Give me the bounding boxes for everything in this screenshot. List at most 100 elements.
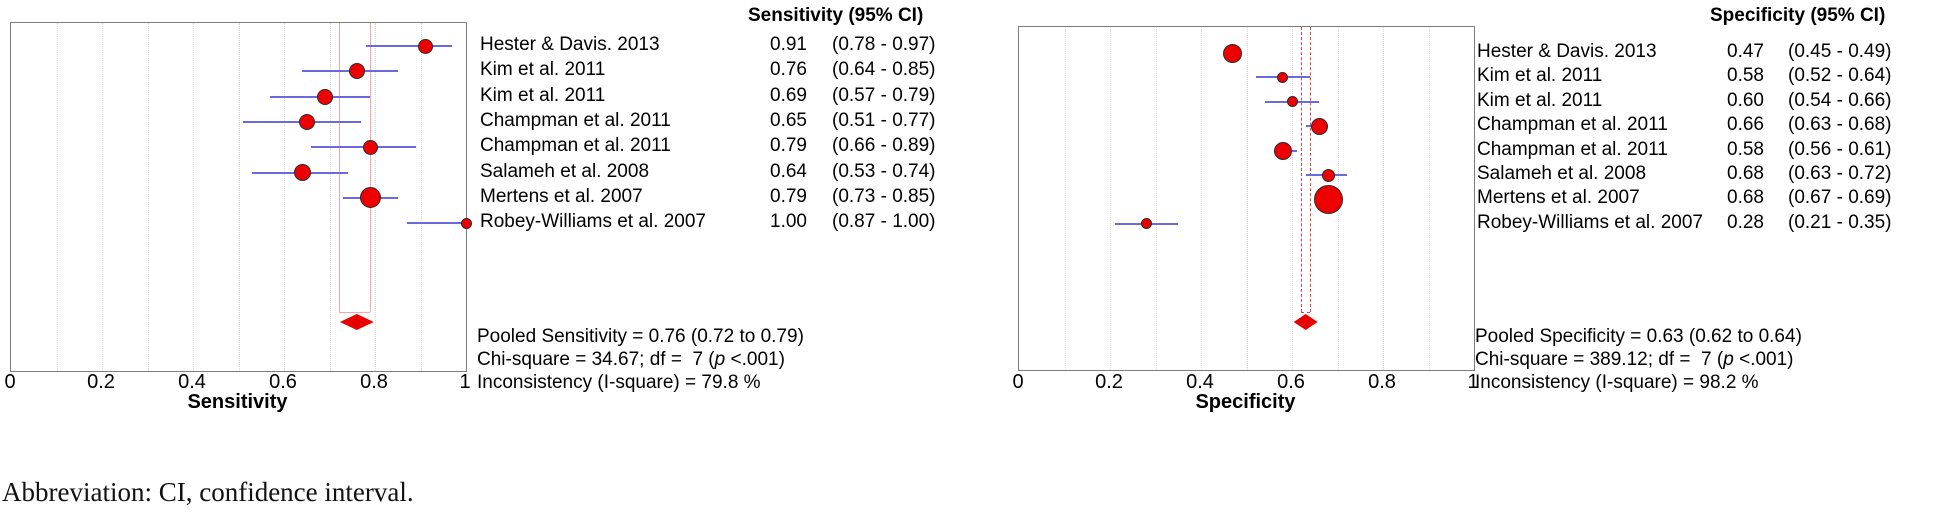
study-point [417,38,433,54]
study-ci-line [406,222,466,225]
study-ci-text: (0.64 - 0.85) [832,59,936,81]
gridline [193,23,194,371]
study-point [1140,218,1152,230]
study-ci-text: (0.63 - 0.68) [1788,114,1892,136]
abbreviation-note: Abbreviation: CI, confidence interval. [2,477,414,507]
pooled-diamond [1293,314,1318,330]
gridline [284,23,285,371]
x-tick-label: 0.4 [178,371,206,393]
gridline [147,23,149,371]
study-row: Hester & Davis. 2013 0.47 (0.45 - 0.49) [1477,40,1928,64]
pooled-ci-line [370,23,372,312]
specificity-pooled-stats: Pooled Specificity = 0.63 (0.62 to 0.64)… [1475,325,1802,394]
study-label: Kim et al. 2011 [1477,65,1603,87]
study-row: Champman et al. 2011 0.65 (0.51 - 0.77) [480,109,972,133]
study-row: Kim et al. 2011 0.60 (0.54 - 0.66) [1477,89,1928,113]
study-point [359,187,381,209]
study-label: Champman et al. 2011 [1477,138,1668,160]
chi-square-line: Chi-square = 34.67; df = 7 (p <.001) [477,348,804,371]
study-estimate: 0.65 [770,109,807,131]
study-estimate: 0.79 [770,135,807,157]
study-ci-text: (0.67 - 0.69) [1788,187,1892,209]
study-ci-text: (0.57 - 0.79) [832,84,936,106]
study-row: Hester & Davis. 2013 0.91 (0.78 - 0.97) [480,33,972,57]
study-ci-text: (0.66 - 0.89) [832,135,936,157]
study-point [1321,168,1335,182]
study-label: Champman et al. 2011 [480,109,671,131]
study-estimate: 0.60 [1727,89,1764,111]
study-estimate: 0.66 [1727,114,1764,136]
gridline [238,23,240,371]
specificity-forest-plot [1018,26,1475,371]
study-row: Champman et al. 2011 0.79 (0.66 - 0.89) [480,134,972,158]
gridline [1201,27,1202,370]
study-label: Robey-Williams et al. 2007 [1477,211,1703,233]
study-label: Salameh et al. 2008 [1477,163,1647,184]
pooled-ci-line [1301,27,1303,312]
study-point [293,164,311,181]
pooled-ci-connector [1301,312,1311,313]
study-ci-text: (0.51 - 0.77) [832,109,936,131]
x-tick-label: 0 [1012,371,1024,393]
study-label: Kim et al. 2011 [1477,89,1603,111]
study-ci-text: (0.21 - 0.35) [1788,211,1892,233]
study-point [362,139,378,155]
study-label: Hester & Davis. 2013 [480,34,660,55]
inconsistency-line: Inconsistency (I-square) = 79.8 % [477,372,761,393]
study-row: Champman et al. 2011 0.58 (0.56 - 0.61) [1477,138,1928,162]
p-symbol: p [714,349,726,370]
sensitivity-axis-label: Sensitivity [187,391,288,413]
study-ci-text: (0.54 - 0.66) [1788,89,1892,111]
chi-square-text: Chi-square = 34.67; df = 7 ( [477,349,715,370]
study-label: Mertens et al. 2007 [1477,187,1640,209]
study-row: Kim et al. 2011 0.58 (0.52 - 0.64) [1477,64,1928,88]
pooled-diamond [339,314,374,330]
study-point [298,113,315,130]
study-label: Kim et al. 2011 [480,84,606,106]
pooled-ci-connector [338,312,371,313]
study-estimate: 0.28 [1727,211,1764,233]
study-estimate: 0.58 [1727,138,1764,160]
x-tick-label: 0.8 [1368,371,1396,393]
study-point [1223,43,1243,63]
gridline [1155,27,1157,370]
gridline [1064,27,1066,370]
sensitivity-column-header: Sensitivity (95% CI) [748,5,924,26]
study-row: Kim et al. 2011 0.69 (0.57 - 0.79) [480,84,972,108]
gridline [1246,27,1248,370]
study-point [1277,71,1289,83]
study-row: Robey-Williams et al. 2007 1.00 (0.87 - 1.… [480,210,972,234]
gridline [56,23,58,371]
x-tick-label: 0.8 [360,371,388,393]
study-point [1273,141,1292,160]
study-ci-text: (0.73 - 0.85) [832,185,936,207]
study-estimate: 0.69 [770,84,807,106]
study-row: Champman et al. 2011 0.66 (0.63 - 0.68) [1477,113,1928,137]
gridline [420,23,422,371]
study-label: Robey-Williams et al. 2007 [480,211,706,233]
study-row: Salameh et al. 2008 0.68 (0.63 - 0.72) [1477,162,1928,186]
study-estimate: 0.47 [1727,41,1764,62]
x-tick-label: 1 [1467,371,1479,393]
study-label: Kim et al. 2011 [480,59,606,81]
study-point [348,63,365,80]
study-label: Mertens et al. 2007 [480,185,643,207]
study-estimate: 0.58 [1727,65,1764,87]
gridline [1110,27,1111,370]
pooled-specificity-line: Pooled Specificity = 0.63 (0.62 to 0.64) [1475,326,1802,347]
pooled-sensitivity-line: Pooled Sensitivity = 0.76 (0.72 to 0.79) [477,326,804,347]
study-label: Salameh et al. 2008 [480,160,650,182]
gridline [1428,27,1430,370]
study-row: Robey-Williams et al. 2007 0.28 (0.21 - 0.… [1477,211,1928,235]
x-tick-label: 0.6 [269,371,297,393]
study-point [1286,96,1298,108]
study-ci-line [365,45,453,47]
sensitivity-pooled-stats: Pooled Sensitivity = 0.76 (0.72 to 0.79)… [477,325,804,394]
study-ci-text: (0.87 - 1.00) [832,211,936,233]
x-tick-label: 0 [4,371,16,393]
study-estimate: 0.76 [770,59,807,81]
x-tick-label: 0.2 [1095,371,1123,393]
study-label: Hester & Davis. 2013 [1477,41,1657,62]
study-point [316,88,333,105]
